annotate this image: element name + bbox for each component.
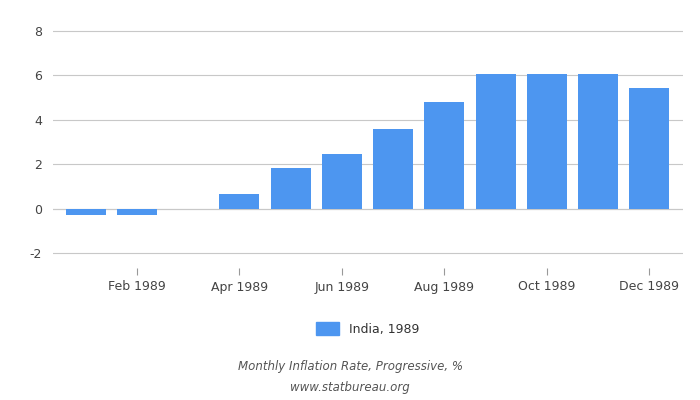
Bar [117,209,157,215]
Bar [322,154,362,209]
Bar [629,88,669,209]
Bar [373,129,413,209]
Bar [271,168,311,209]
Bar [66,209,106,215]
Text: Monthly Inflation Rate, Progressive, %: Monthly Inflation Rate, Progressive, % [237,360,463,373]
Bar [424,102,464,209]
Bar [578,74,618,209]
Legend: India, 1989: India, 1989 [311,317,424,341]
Text: www.statbureau.org: www.statbureau.org [290,381,410,394]
Bar [220,194,260,209]
Bar [475,74,515,209]
Bar [527,74,567,209]
